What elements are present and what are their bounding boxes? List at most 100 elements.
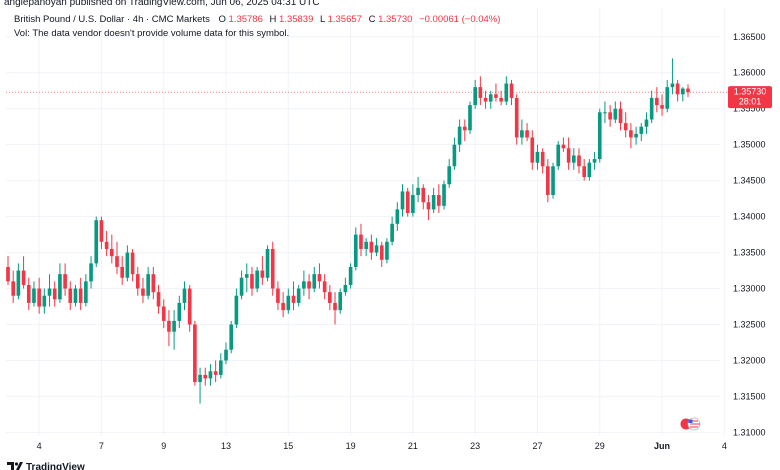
- candle[interactable]: [525, 123, 529, 142]
- candle[interactable]: [390, 216, 394, 246]
- candle[interactable]: [260, 256, 265, 285]
- candle[interactable]: [104, 230, 109, 257]
- time-axis[interactable]: 47913151921232729Jun46: [37, 441, 780, 451]
- candle[interactable]: [270, 241, 275, 296]
- candle[interactable]: [577, 148, 581, 174]
- candle[interactable]: [582, 159, 586, 181]
- candle[interactable]: [120, 256, 125, 285]
- candle[interactable]: [255, 266, 259, 293]
- candle[interactable]: [462, 119, 467, 142]
- candle[interactable]: [58, 263, 62, 303]
- candle[interactable]: [276, 281, 280, 311]
- candle[interactable]: [675, 79, 680, 102]
- candles[interactable]: [6, 58, 690, 404]
- candle[interactable]: [514, 94, 519, 145]
- candle[interactable]: [213, 360, 218, 383]
- candle[interactable]: [11, 270, 16, 303]
- candle[interactable]: [504, 76, 509, 106]
- candle[interactable]: [63, 263, 67, 296]
- candle[interactable]: [546, 159, 550, 203]
- candle[interactable]: [400, 184, 405, 217]
- candle[interactable]: [364, 238, 368, 257]
- candle[interactable]: [587, 159, 592, 181]
- candle[interactable]: [655, 87, 659, 113]
- candle[interactable]: [561, 137, 566, 152]
- flag-badge[interactable]: [679, 417, 701, 431]
- candle[interactable]: [385, 238, 389, 264]
- candle[interactable]: [686, 84, 690, 98]
- candle[interactable]: [239, 270, 244, 300]
- candle[interactable]: [571, 148, 576, 170]
- candle[interactable]: [37, 277, 41, 314]
- candle[interactable]: [379, 241, 384, 267]
- candle[interactable]: [556, 141, 561, 170]
- candle[interactable]: [99, 216, 104, 249]
- candle[interactable]: [437, 184, 441, 214]
- candle[interactable]: [244, 263, 249, 293]
- candle[interactable]: [634, 126, 638, 145]
- candle[interactable]: [26, 277, 31, 311]
- candle[interactable]: [603, 101, 607, 124]
- candle[interactable]: [592, 151, 597, 170]
- candle[interactable]: [442, 180, 446, 210]
- candle[interactable]: [411, 184, 415, 217]
- candle[interactable]: [649, 90, 654, 124]
- candle[interactable]: [296, 284, 301, 307]
- candle[interactable]: [16, 263, 21, 300]
- candle[interactable]: [483, 90, 488, 109]
- candle[interactable]: [208, 364, 213, 386]
- candle[interactable]: [348, 263, 353, 289]
- candle[interactable]: [224, 342, 228, 365]
- candle[interactable]: [6, 256, 10, 285]
- candle[interactable]: [172, 310, 176, 350]
- candle[interactable]: [608, 105, 612, 127]
- candle[interactable]: [322, 274, 327, 300]
- candle[interactable]: [52, 281, 57, 307]
- candle[interactable]: [639, 123, 644, 142]
- candle[interactable]: [353, 227, 358, 271]
- candle[interactable]: [343, 277, 348, 296]
- candle[interactable]: [182, 281, 187, 311]
- candle[interactable]: [110, 234, 114, 264]
- candle[interactable]: [468, 101, 472, 134]
- candle[interactable]: [42, 288, 47, 314]
- candle[interactable]: [530, 130, 535, 170]
- candle[interactable]: [125, 245, 130, 282]
- candle[interactable]: [494, 83, 498, 102]
- candle[interactable]: [478, 76, 483, 106]
- candle[interactable]: [286, 288, 291, 314]
- candle[interactable]: [535, 144, 540, 170]
- candle[interactable]: [374, 238, 379, 257]
- candle[interactable]: [219, 353, 223, 379]
- candle[interactable]: [629, 123, 633, 149]
- candle[interactable]: [520, 119, 524, 145]
- candle[interactable]: [94, 216, 99, 267]
- candle[interactable]: [73, 284, 78, 307]
- candle[interactable]: [281, 292, 285, 318]
- candle[interactable]: [680, 87, 685, 102]
- candle[interactable]: [89, 256, 93, 289]
- candle[interactable]: [395, 202, 400, 231]
- candle[interactable]: [551, 162, 555, 199]
- candle[interactable]: [312, 266, 317, 293]
- candle[interactable]: [457, 119, 462, 152]
- candle[interactable]: [421, 184, 426, 210]
- candle[interactable]: [250, 266, 254, 296]
- candle[interactable]: [167, 310, 171, 347]
- candle[interactable]: [32, 281, 36, 307]
- candle[interactable]: [203, 367, 208, 386]
- candle[interactable]: [665, 79, 670, 113]
- candle[interactable]: [78, 277, 83, 311]
- candle[interactable]: [68, 281, 73, 311]
- candle[interactable]: [369, 234, 374, 260]
- candle[interactable]: [613, 101, 618, 124]
- candle[interactable]: [566, 137, 571, 170]
- candle[interactable]: [359, 223, 363, 257]
- candle[interactable]: [623, 112, 628, 138]
- candle[interactable]: [597, 108, 602, 163]
- candle[interactable]: [307, 274, 311, 300]
- candle[interactable]: [416, 177, 420, 203]
- candle[interactable]: [447, 159, 452, 188]
- candle[interactable]: [135, 266, 140, 296]
- candle[interactable]: [317, 263, 322, 289]
